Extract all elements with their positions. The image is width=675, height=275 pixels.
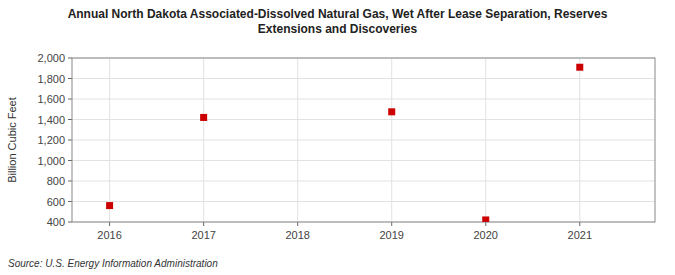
- chart: Annual North Dakota Associated-Dissolved…: [0, 0, 675, 275]
- tick-label-y: 1,000: [37, 155, 65, 167]
- tick-y: [68, 201, 72, 202]
- grid-line-y: [72, 140, 655, 141]
- tick-y: [68, 181, 72, 182]
- y-axis-label: Billion Cubic Feet: [6, 97, 18, 183]
- point: [482, 216, 489, 222]
- tick-x: [109, 222, 110, 226]
- grid-line-x: [203, 58, 204, 222]
- grid-line-x: [297, 58, 298, 222]
- tick-label-y: 1,600: [37, 93, 65, 105]
- grid-line-x: [579, 58, 580, 222]
- grid-line-y: [72, 181, 655, 182]
- grid-line-y: [72, 99, 655, 100]
- tick-label-x: 2018: [285, 229, 309, 241]
- grid: [72, 58, 655, 222]
- source: Source: U.S. Energy Information Administ…: [8, 258, 218, 269]
- grid-line-x: [109, 58, 110, 222]
- tick-label-x: 2016: [97, 229, 121, 241]
- tick-label-y: 2,000: [37, 52, 65, 64]
- tick-label-y: 400: [47, 216, 65, 228]
- tick-label-y: 1,400: [37, 114, 65, 126]
- axes: 400 600 800 1,000 1,200 1,400 1,600 1,800 2,000 2…: [37, 52, 655, 241]
- tick-label-x: 2020: [473, 229, 497, 241]
- point: [388, 108, 395, 115]
- plot-frame: [72, 58, 655, 222]
- page: {"chart_data": {"type": "scatter", "titl…: [0, 0, 675, 275]
- tick-x: [579, 222, 580, 226]
- title: Annual North Dakota Associated-Dissolved…: [68, 7, 608, 36]
- tick-x: [297, 222, 298, 226]
- title-line: Extensions and Discoveries: [258, 22, 418, 36]
- tick-y: [68, 58, 72, 59]
- title-line: Annual North Dakota Associated-Dissolved…: [68, 7, 608, 21]
- tick-y: [68, 140, 72, 141]
- point: [200, 114, 207, 121]
- point: [576, 64, 583, 71]
- tick-x: [391, 222, 392, 226]
- tick-y: [68, 119, 72, 120]
- grid-line-x: [485, 58, 486, 222]
- tick-label-y: 1,200: [37, 134, 65, 146]
- grid-line-y: [72, 160, 655, 161]
- tick-x: [203, 222, 204, 226]
- tick-x: [485, 222, 486, 226]
- grid-line-x: [391, 58, 392, 222]
- tick-label-x: 2019: [379, 229, 403, 241]
- tick-y: [68, 78, 72, 79]
- points: [106, 64, 583, 222]
- tick-label-x: 2017: [191, 229, 215, 241]
- tick-y: [68, 160, 72, 161]
- tick-y: [68, 99, 72, 100]
- tick-label-y: 800: [47, 175, 65, 187]
- grid-line-y: [72, 119, 655, 120]
- grid-line-y: [72, 78, 655, 79]
- tick-y: [68, 222, 72, 223]
- point: [106, 202, 113, 209]
- grid-line-y: [72, 201, 655, 202]
- tick-label-y: 600: [47, 196, 65, 208]
- tick-label-y: 1,800: [37, 73, 65, 85]
- tick-label-x: 2021: [568, 229, 592, 241]
